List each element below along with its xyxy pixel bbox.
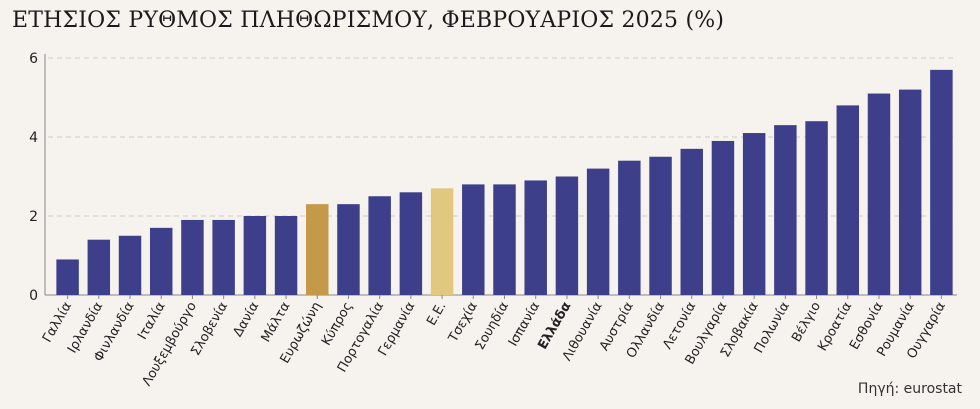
bar	[586, 168, 610, 295]
bar	[711, 140, 735, 295]
chart-title: ΕΤΗΣΙΟΣ ΡΥΘΜΟΣ ΠΛΗΘΩΡΙΣΜΟΥ, ΦΕΒΡΟΥΑΡΙΟΣ …	[12, 8, 725, 33]
x-tick-label: Δανία	[230, 300, 262, 340]
bar	[618, 160, 641, 295]
bar	[243, 216, 267, 295]
bar	[462, 184, 485, 295]
y-tick-label: 0	[29, 288, 38, 304]
bar	[524, 180, 547, 295]
bar	[56, 259, 79, 295]
bar	[555, 176, 579, 295]
y-tick-label: 6	[29, 51, 38, 67]
bar	[805, 121, 828, 295]
x-tick-label: Ε.Ε.	[424, 300, 449, 329]
bar	[649, 156, 672, 295]
bar	[680, 148, 703, 295]
bar	[867, 93, 891, 295]
bar	[87, 239, 111, 295]
bar	[149, 227, 173, 295]
x-tick-label: Ιταλία	[135, 300, 168, 343]
bar	[430, 188, 454, 295]
bar	[898, 89, 922, 295]
bar	[742, 133, 766, 295]
bar	[836, 105, 860, 296]
bar	[774, 125, 797, 296]
bar	[306, 204, 329, 295]
bar	[930, 69, 953, 295]
bar	[399, 192, 423, 295]
bar	[274, 216, 298, 295]
bar	[368, 196, 391, 295]
bar	[118, 235, 142, 295]
x-tick-label: Βέλγιο	[789, 299, 824, 344]
bar	[337, 204, 360, 295]
bar	[212, 219, 235, 295]
bar	[181, 219, 204, 295]
bar	[493, 184, 516, 295]
y-tick-label: 4	[29, 130, 38, 146]
source-note: Πηγή: eurostat	[857, 381, 962, 397]
y-tick-label: 2	[29, 209, 38, 225]
